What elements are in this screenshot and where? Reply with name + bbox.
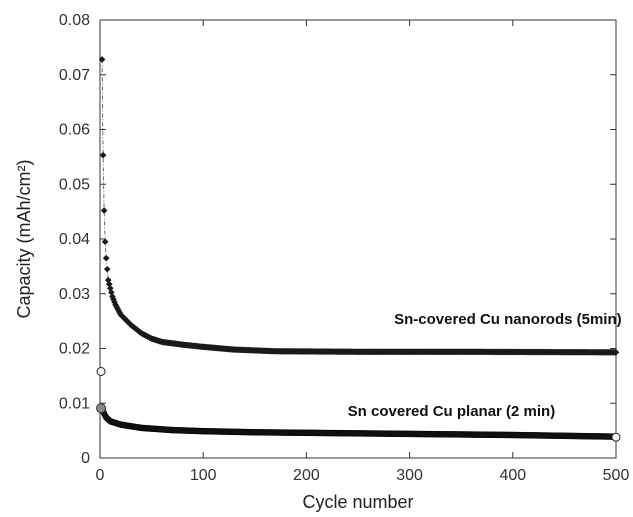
y-tick-label: 0.03 [59,286,90,303]
plot-frame [99,19,617,459]
nanorods-point [107,284,114,292]
nanorods-point [98,56,106,63]
nanorods-point [100,207,108,214]
nanorods-point [109,293,116,300]
series-layer [96,56,621,442]
y-tick-label: 0.04 [59,231,90,248]
x-tick-label: 100 [190,467,217,484]
axis-ticks: 0 100 200 300 400 500 0 0.01 0.02 0.03 0.04 0.05 0.0… [59,12,630,484]
y-axis-title: Capacity (mAh/cm²) [14,159,34,318]
y-tick-label: 0 [81,450,90,467]
y-tick-label: 0.01 [59,395,90,412]
planar-first-point [96,403,107,414]
series-planar [96,403,621,442]
nanorods-first-point [96,366,106,376]
nanorods-connector-line [101,59,113,297]
annotation-planar: Sn covered Cu planar (2 min) [348,403,556,420]
annotation-nanorods: Sn-covered Cu nanorods (5min) [394,311,622,328]
x-tick-label: 300 [396,467,423,484]
x-tick-label: 500 [603,467,630,484]
y-tick-label: 0.06 [59,122,90,139]
nanorods-point [101,238,109,246]
x-tick-label: 400 [499,467,526,484]
y-tick-label: 0.07 [59,67,90,84]
series-nanorods [96,56,620,376]
x-tick-label: 200 [293,467,320,484]
y-tick-label: 0.05 [59,176,90,193]
x-tick-label: 0 [96,467,105,484]
nanorods-point [99,151,107,159]
planar-last-point [611,432,621,442]
nanorods-point [111,298,118,306]
y-tick-label: 0.08 [59,12,90,29]
nanorods-point [612,349,620,356]
x-axis-title: Cycle number [302,492,413,512]
nanorods-point [103,265,111,273]
y-tick-label: 0.02 [59,341,90,358]
nanorods-point [102,254,110,262]
